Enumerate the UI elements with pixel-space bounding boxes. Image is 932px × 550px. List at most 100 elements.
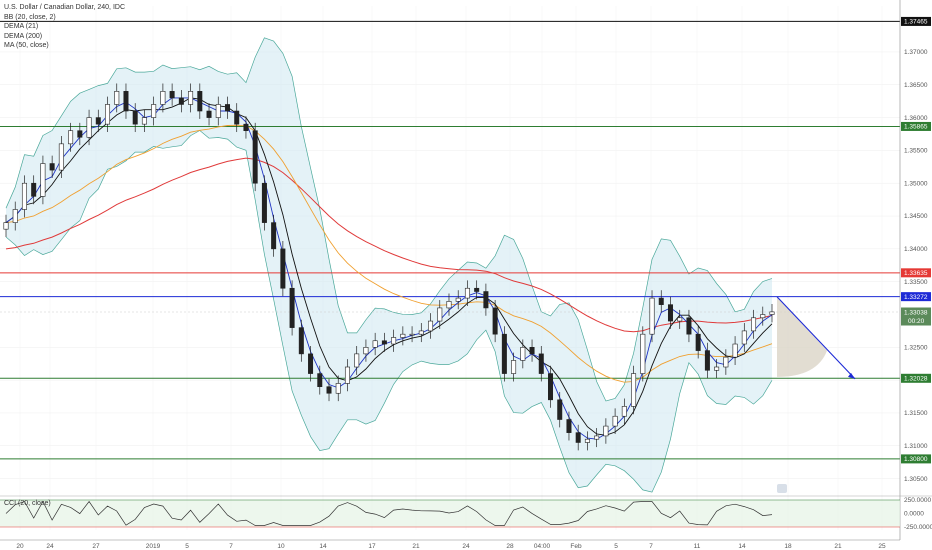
current-price-label: 1.33038 xyxy=(904,309,928,316)
cci-band xyxy=(0,500,900,527)
candle-body xyxy=(252,130,258,184)
candle-body xyxy=(3,222,9,230)
projection-arrowhead xyxy=(848,372,855,379)
candle-body xyxy=(640,333,646,374)
candle-body xyxy=(695,333,701,351)
candle-body xyxy=(308,353,314,374)
price-tick-label: 1.32500 xyxy=(904,345,928,352)
candle-body xyxy=(58,143,64,171)
candle-body xyxy=(132,110,138,125)
price-tick-label: 1.37000 xyxy=(904,49,928,56)
candle-body xyxy=(603,425,609,437)
candle-body xyxy=(114,91,120,105)
candle-body xyxy=(40,163,46,197)
candle-body xyxy=(188,91,194,105)
price-level-label: 1.37465 xyxy=(904,19,928,26)
price-level-tag xyxy=(901,121,931,131)
candle-body xyxy=(649,297,655,335)
candle-body xyxy=(95,117,101,125)
candle-body xyxy=(335,383,341,394)
candle-body xyxy=(501,333,507,374)
bollinger-lower-band xyxy=(5,130,773,493)
time-tick-label: 21 xyxy=(412,543,420,550)
candle-body xyxy=(354,353,360,368)
candle-body xyxy=(714,366,720,371)
price-tick-label: 1.35000 xyxy=(904,180,928,187)
candle-body xyxy=(197,91,203,112)
candle-body xyxy=(658,297,664,305)
candle-body xyxy=(31,182,37,197)
candle-body xyxy=(686,317,692,335)
price-level-label: 1.30800 xyxy=(904,456,928,463)
candle-body xyxy=(511,360,517,374)
candle-body xyxy=(584,438,590,443)
candle-body xyxy=(261,182,267,223)
price-level-label: 1.35865 xyxy=(904,124,928,131)
candle-body xyxy=(86,117,92,138)
candle-body xyxy=(548,373,554,401)
candle-body xyxy=(21,182,27,210)
bollinger-band-fill xyxy=(6,37,772,493)
candle-body xyxy=(381,340,387,345)
price-level-tag xyxy=(901,454,931,464)
price-tick-label: 1.36500 xyxy=(904,82,928,89)
time-tick-label: 14 xyxy=(738,543,746,550)
candle-body xyxy=(538,353,544,374)
time-tick-label: 14 xyxy=(319,543,327,550)
price-level-label: 1.32028 xyxy=(904,376,928,383)
candle-body xyxy=(151,104,157,118)
candle-body xyxy=(723,356,729,368)
oscillator-tick-label: 0.0000 xyxy=(904,511,924,518)
time-tick-label: 21 xyxy=(834,543,842,550)
ma-50-line xyxy=(5,124,773,383)
time-tick-label: Feb xyxy=(570,543,582,550)
candle-body xyxy=(751,317,757,332)
legend-dema21: DEMA (21) xyxy=(4,23,39,30)
candle-body xyxy=(224,104,230,112)
time-tick-label: 24 xyxy=(462,543,470,550)
time-tick-label: 11 xyxy=(694,543,701,550)
candle-body xyxy=(317,373,323,387)
candle-body xyxy=(178,97,184,105)
candle-body xyxy=(160,91,166,105)
candle-body xyxy=(105,104,111,125)
price-level-label: 1.33272 xyxy=(904,294,928,301)
price-level-tag xyxy=(901,16,931,26)
candlesticks xyxy=(3,83,775,451)
candle-body xyxy=(271,222,277,250)
time-tick-label: 18 xyxy=(784,543,792,550)
candle-body xyxy=(289,287,295,328)
candle-body xyxy=(769,311,775,315)
current-price-tag xyxy=(901,307,931,326)
candle-body xyxy=(169,91,175,99)
symbol-title: U.S. Dollar / Canadian Dollar, 240, IDC xyxy=(4,4,125,11)
price-tick-label: 1.34500 xyxy=(904,213,928,220)
candle-body xyxy=(464,287,470,299)
candle-body xyxy=(49,163,55,171)
candle-body xyxy=(566,419,572,433)
projection-drawing xyxy=(776,296,856,493)
candle-body xyxy=(141,117,147,125)
horizontal-levels xyxy=(0,20,900,460)
candle-body xyxy=(594,435,600,440)
time-tick-label: 04:00 xyxy=(534,543,551,550)
price-tick-label: 1.33500 xyxy=(904,279,928,286)
time-tick-label: 2019 xyxy=(146,543,161,550)
time-tick-label: 20 xyxy=(16,543,24,550)
candle-body xyxy=(372,340,378,348)
legend-bb: BB (20, close, 2) xyxy=(4,13,56,21)
current-price-time: 00:20 xyxy=(908,318,925,325)
dema-200-line xyxy=(5,157,773,333)
candle-body xyxy=(631,373,637,407)
candle-body xyxy=(529,347,535,355)
candle-body xyxy=(483,291,489,309)
candle-body xyxy=(474,287,480,292)
candle-body xyxy=(520,347,526,361)
price-level-tag xyxy=(901,268,931,278)
time-tick-label: 25 xyxy=(878,543,886,550)
candle-body xyxy=(12,209,18,223)
candle-body xyxy=(344,366,350,384)
time-tick-label: 5 xyxy=(614,543,618,550)
oscillator-tick-label: 250.0000 xyxy=(904,497,931,504)
